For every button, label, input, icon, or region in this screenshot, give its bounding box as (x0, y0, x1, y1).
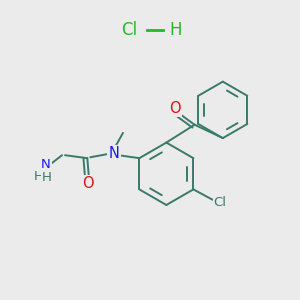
Text: O: O (169, 101, 181, 116)
Text: H: H (169, 21, 182, 39)
Text: H: H (33, 169, 43, 182)
Text: H: H (42, 171, 52, 184)
Text: Cl: Cl (214, 196, 226, 209)
Text: Cl: Cl (121, 21, 137, 39)
Text: N: N (109, 146, 119, 161)
Text: O: O (82, 176, 93, 191)
Text: N: N (41, 158, 51, 171)
